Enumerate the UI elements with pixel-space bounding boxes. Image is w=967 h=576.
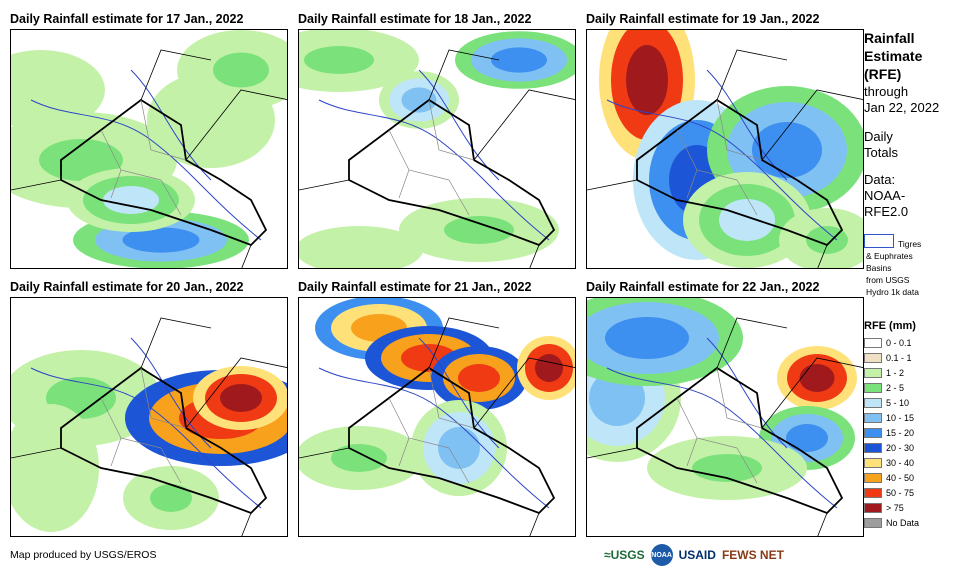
legend-swatch xyxy=(864,487,882,498)
legend-item: 15 - 20 xyxy=(864,427,914,438)
legend-label: No Data xyxy=(886,517,920,528)
legend-item: > 75 xyxy=(864,502,904,513)
legend-swatch xyxy=(864,472,882,483)
legend-swatch xyxy=(864,382,882,393)
panel-title-18: Daily Rainfall estimate for 18 Jan., 202… xyxy=(298,12,532,26)
rainfall-map-19 xyxy=(586,29,864,269)
panel-title-20: Daily Rainfall estimate for 20 Jan., 202… xyxy=(10,280,244,294)
rainfall-map-22 xyxy=(586,297,864,537)
legend-label: 0 - 0.1 xyxy=(886,337,912,348)
legend-swatch xyxy=(864,442,882,453)
legend-item: 1 - 2 xyxy=(864,367,904,378)
panel-title-19: Daily Rainfall estimate for 19 Jan., 202… xyxy=(586,12,820,26)
legend-item: 5 - 10 xyxy=(864,397,909,408)
noaa-logo: NOAA xyxy=(650,544,673,566)
legend-item: 0 - 0.1 xyxy=(864,337,912,348)
legend-swatch xyxy=(864,457,882,468)
panel-title-17: Daily Rainfall estimate for 17 Jan., 202… xyxy=(10,12,244,26)
legend-label: 5 - 10 xyxy=(886,397,910,408)
legend-swatch xyxy=(864,397,882,408)
legend-swatch xyxy=(864,517,882,528)
sidebar-title: Rainfall Estimate (RFE) xyxy=(864,30,923,82)
legend-item: No Data xyxy=(864,517,919,528)
fews-net-logo: FEWS NET xyxy=(721,548,784,562)
legend-swatch xyxy=(864,412,882,423)
legend-label: 15 - 20 xyxy=(886,427,915,438)
rainfall-map-20 xyxy=(10,297,288,537)
legend-label: > 75 xyxy=(886,502,904,513)
logo-strip: ≈USGS NOAA USAID FEWS NET xyxy=(604,541,784,569)
daily-totals: Daily Totals xyxy=(864,129,898,160)
legend-item: 50 - 75 xyxy=(864,487,914,498)
rainfall-map-17 xyxy=(10,29,288,269)
rainfall-map-21 xyxy=(298,297,576,537)
legend-item: 30 - 40 xyxy=(864,457,914,468)
panel-title-22: Daily Rainfall estimate for 22 Jan., 202… xyxy=(586,280,820,294)
basin-legend-text: Tigres & Euphrates Basins from USGS Hydr… xyxy=(866,239,922,297)
legend-title: RFE (mm) xyxy=(864,320,916,332)
panel-title-21: Daily Rainfall estimate for 21 Jan., 202… xyxy=(298,280,532,294)
legend-label: 10 - 15 xyxy=(886,412,915,423)
legend-item: 20 - 30 xyxy=(864,442,914,453)
legend-swatch xyxy=(864,502,882,513)
legend-item: 2 - 5 xyxy=(864,382,904,393)
rainfall-map-18 xyxy=(298,29,576,269)
map-credit: Map produced by USGS/EROS xyxy=(10,549,157,561)
usaid-logo: USAID xyxy=(678,548,716,562)
legend-label: 50 - 75 xyxy=(886,487,915,498)
legend-swatch xyxy=(864,352,882,363)
legend-label: 0.1 - 1 xyxy=(886,352,912,363)
legend-swatch xyxy=(864,367,882,378)
basin-legend-swatch xyxy=(864,234,894,248)
legend-label: 2 - 5 xyxy=(886,382,905,393)
through-date: through Jan 22, 2022 xyxy=(864,84,940,115)
legend-item: 10 - 15 xyxy=(864,412,914,423)
legend-item: 0.1 - 1 xyxy=(864,352,912,363)
usgs-logo: ≈USGS xyxy=(604,548,645,562)
legend-label: 30 - 40 xyxy=(886,457,915,468)
data-source: Data: NOAA- RFE2.0 xyxy=(864,172,909,219)
legend-swatch xyxy=(864,337,882,348)
legend-item: 40 - 50 xyxy=(864,472,914,483)
legend-label: 40 - 50 xyxy=(886,472,915,483)
legend-label: 1 - 2 xyxy=(886,367,905,378)
legend-swatch xyxy=(864,427,882,438)
legend-label: 20 - 30 xyxy=(886,442,915,453)
